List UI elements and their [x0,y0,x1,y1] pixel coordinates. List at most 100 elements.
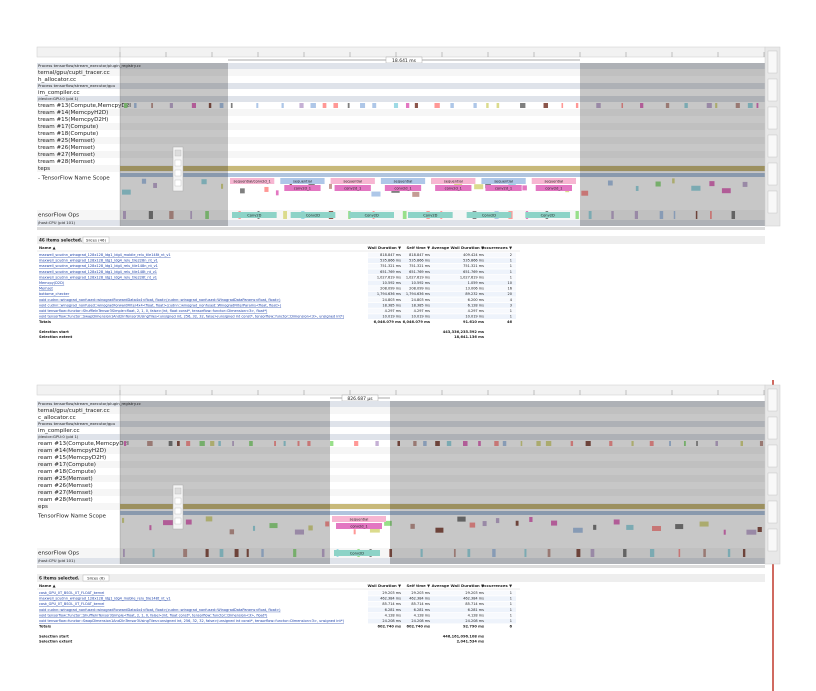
kernel-slice[interactable] [210,441,215,446]
kernel-slice[interactable] [735,103,740,108]
op-slice[interactable] [293,549,297,557]
op-slice[interactable] [402,211,407,219]
side-tab[interactable] [767,162,778,186]
op-slice[interactable] [321,549,325,557]
op-slice[interactable] [576,549,581,557]
kernel-slice[interactable] [649,441,654,446]
name-link[interactable]: maxwell_scudnn_winograd_128x128_ldg1_ldg… [39,264,158,268]
op-slice[interactable] [183,549,188,557]
kernel-slice[interactable] [640,103,644,108]
scope-slice[interactable] [672,178,675,184]
scope-slice[interactable] [529,516,533,522]
column-header[interactable]: Self time ▼ [407,583,431,588]
scope-slice[interactable] [294,529,305,535]
op-slice[interactable] [453,549,456,557]
side-tab[interactable] [767,388,778,412]
name-link[interactable]: void tensorflow::functor::ShuffleInTenso… [39,309,268,313]
column-header[interactable]: Average Wall Duration ▼ [432,583,484,588]
scope-slice[interactable] [746,529,757,535]
op-slice[interactable] [466,212,512,218]
kernel-slice[interactable] [434,103,440,108]
kernel-slice[interactable] [486,103,489,108]
scope-slice[interactable] [469,522,476,528]
name-link[interactable]: cask_GPU_0T_BSOL_0T_FLOAT_kernel [39,602,104,606]
column-header[interactable]: Name ▲ [39,245,56,250]
scope-slice[interactable] [332,516,386,522]
kernel-slice[interactable] [147,441,153,446]
scope-slice[interactable] [431,178,476,184]
scope-slice[interactable] [721,188,731,194]
scope-slice[interactable] [531,178,576,184]
kernel-slice[interactable] [168,441,173,446]
kernel-slice[interactable] [561,103,564,108]
op-slice[interactable] [334,550,380,556]
op-slice[interactable] [152,549,155,557]
kernel-slice[interactable] [208,103,212,108]
kernel-slice[interactable] [450,103,454,108]
name-link[interactable]: cask_GPU_0T_BSOL_0T_FLOAT_kernel [39,591,104,595]
column-header[interactable]: Name ▲ [39,583,56,588]
scope-slice[interactable] [334,185,371,191]
kernel-slice[interactable] [330,441,334,446]
op-slice[interactable] [524,549,527,557]
kernel-slice[interactable] [696,441,698,446]
name-link[interactable]: maxwell_scudnn_winograd_128x128_ldg1_ldg… [39,597,171,601]
kernel-slice[interactable] [502,441,507,446]
scope-slice[interactable] [485,185,522,191]
kernel-slice[interactable] [307,441,311,446]
kernel-slice[interactable] [570,441,574,446]
scope-slice[interactable] [626,524,634,530]
kernel-slice[interactable] [463,441,468,446]
op-slice[interactable] [408,212,453,218]
scope-slice[interactable] [201,179,207,185]
kernel-slice[interactable] [169,103,173,108]
kernel-slice[interactable] [413,441,417,446]
scope-slice[interactable] [535,185,572,191]
scope-slice[interactable] [353,529,356,535]
kernel-slice[interactable] [199,441,205,446]
scope-slice[interactable] [482,521,487,527]
scope-slice[interactable] [652,525,661,531]
scope-slice[interactable] [149,525,152,531]
kernel-slice[interactable] [232,441,234,446]
kernel-slice[interactable] [596,103,601,108]
kernel-slice[interactable] [354,441,359,446]
op-slice[interactable] [205,549,209,557]
side-tab[interactable] [767,444,778,468]
kernel-slice[interactable] [134,103,137,108]
scope-slice[interactable] [275,190,279,196]
op-slice[interactable] [283,211,288,219]
kernel-slice[interactable] [274,441,276,446]
name-link[interactable]: void cudnn::winograd_nonfused::winogradF… [39,608,281,612]
column-header[interactable]: Occurrences ▼ [481,583,512,588]
kernel-slice[interactable] [177,441,180,446]
scope-slice[interactable] [122,517,125,523]
name-link[interactable]: Memset [39,287,54,291]
kernel-slice[interactable] [333,103,339,108]
kernel-slice[interactable] [740,441,744,446]
op-slice[interactable] [703,549,706,557]
scope-slice[interactable] [522,185,527,191]
name-link[interactable]: void tensorflow::functor::ShuffleInTenso… [39,613,268,617]
kernel-slice[interactable] [536,441,541,446]
scope-slice[interactable] [141,178,147,184]
scope-slice[interactable] [330,178,375,184]
kernel-slice[interactable] [585,441,591,446]
op-slice[interactable] [123,211,126,219]
op-slice[interactable] [148,211,153,219]
kernel-slice[interactable] [347,103,350,108]
kernel-slice[interactable] [393,103,399,108]
scope-slice[interactable] [384,185,422,191]
kernel-slice[interactable] [322,103,327,108]
op-slice[interactable] [623,549,627,557]
op-slice[interactable] [742,549,746,557]
op-slice[interactable] [123,549,125,557]
kernel-slice[interactable] [405,103,410,108]
op-slice[interactable] [710,211,712,219]
step-slice[interactable] [120,166,765,171]
tool-button[interactable] [174,507,182,515]
scope-slice[interactable] [369,527,380,533]
op-slice[interactable] [575,211,579,219]
op-slice[interactable] [190,211,193,219]
scope-slice[interactable] [308,525,313,531]
